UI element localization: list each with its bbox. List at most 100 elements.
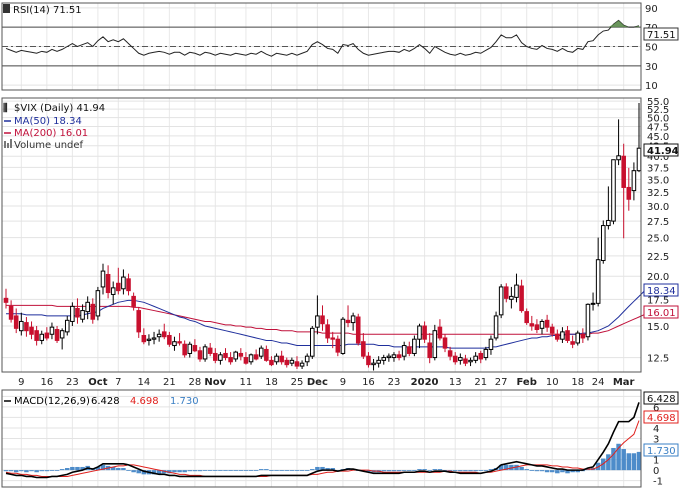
macd-histogram-bar: [631, 453, 637, 471]
candle-body: [54, 329, 60, 341]
price-tick-label: 22.5: [647, 252, 669, 263]
macd-histogram-bar: [80, 466, 85, 471]
macd-histogram-bar: [121, 468, 126, 471]
candle-body: [141, 334, 147, 343]
macd-histogram-bar: [13, 470, 19, 473]
candle-up: [417, 323, 422, 349]
macd-histogram-bar: [156, 470, 162, 475]
candle-body: [361, 341, 366, 357]
candle-up: [498, 284, 504, 319]
macd-histogram-bar: [294, 470, 300, 471]
ma50-last-value: 18.34: [647, 286, 676, 297]
macd-histogram-bar: [228, 470, 233, 471]
candle-up: [274, 353, 279, 365]
candle-body: [253, 354, 259, 360]
candle-up: [391, 352, 397, 362]
x-tick-label: 24: [592, 377, 605, 388]
candle-down: [131, 292, 136, 311]
candle-body: [3, 297, 9, 303]
rsi-last-value: 71.51: [647, 30, 676, 41]
candle-up: [595, 237, 601, 307]
candle-down: [529, 315, 535, 331]
macd-histogram-bar: [70, 466, 75, 471]
candle-body: [49, 326, 55, 335]
candle-body: [304, 355, 310, 363]
candle-down: [243, 352, 249, 365]
candle-up: [218, 352, 223, 365]
candle-down: [279, 350, 284, 365]
candle-body: [621, 155, 626, 188]
candle-body: [213, 352, 218, 361]
candle-up: [575, 330, 581, 346]
candle-body: [131, 295, 136, 307]
candle-up: [376, 356, 381, 368]
ma50-label: MA(50) 18.34: [14, 116, 82, 127]
candle-up: [590, 292, 596, 311]
candle-body: [606, 219, 611, 227]
candle-up: [172, 336, 177, 351]
macd-histogram-bar: [621, 449, 626, 471]
x-tick-label: 9: [340, 377, 346, 388]
candle-body: [116, 282, 121, 292]
candle-up: [483, 346, 489, 361]
candle-body: [636, 147, 642, 172]
candle-up: [95, 286, 101, 321]
macd-histogram-bar: [95, 466, 101, 471]
candle-body: [70, 305, 75, 322]
rsi-overbought-fill: [633, 25, 639, 28]
candle-up: [401, 341, 407, 361]
x-tick-label: 2020: [411, 377, 439, 388]
macd-histogram-bar: [432, 469, 438, 471]
candle-down: [238, 348, 244, 361]
candle-body: [401, 345, 407, 357]
candle-down: [182, 340, 187, 358]
candle-up: [49, 322, 55, 340]
candle-body: [412, 338, 417, 354]
candle-body: [95, 290, 101, 317]
candle-body: [437, 326, 443, 339]
x-tick-label: 11: [240, 377, 253, 388]
price-tick-label: 30.0: [647, 202, 669, 213]
macd-signal-value: 4.698: [130, 396, 159, 407]
candle-body: [381, 357, 387, 361]
rsi-legend: RSI(14) 71.51: [3, 4, 82, 16]
candle-down: [54, 326, 60, 343]
macd-histogram-bar: [447, 470, 453, 472]
candle-up: [289, 357, 295, 367]
candle-body: [580, 333, 586, 339]
price-panel-frame: [1, 97, 642, 373]
candle-body: [192, 345, 198, 352]
candle-up: [636, 103, 642, 173]
candle-down: [8, 300, 14, 323]
candle-up: [514, 273, 519, 303]
macd-histogram-bar: [197, 470, 203, 472]
macd-tick-label: 6: [653, 403, 659, 414]
candle-body: [299, 362, 305, 367]
macd-histogram-bar: [407, 470, 412, 471]
macd-histogram-bar: [131, 470, 136, 473]
macd-histogram-bar: [555, 470, 560, 474]
candle-down: [396, 350, 402, 361]
candle-up: [458, 353, 463, 365]
candle-body: [64, 319, 70, 333]
macd-histogram-bar: [391, 470, 397, 472]
candle-up: [381, 354, 387, 365]
candle-down: [524, 308, 529, 325]
candle-body: [483, 348, 489, 359]
candle-down: [503, 283, 509, 303]
candle-down: [253, 349, 259, 361]
candle-up: [121, 269, 126, 295]
candle-down: [264, 345, 269, 362]
rsi-tick-label: 90: [645, 4, 658, 15]
macd-histogram-bar: [136, 470, 141, 474]
candle-body: [539, 320, 545, 329]
candle-down: [534, 319, 540, 334]
ma50-last-box: 18.34: [643, 283, 679, 297]
candle-body: [228, 357, 233, 363]
candle-body: [243, 357, 249, 364]
macd-histogram-bar: [202, 470, 208, 471]
candle-body: [534, 324, 540, 331]
macd-histogram-bar: [458, 470, 463, 472]
candle-body: [90, 303, 96, 320]
